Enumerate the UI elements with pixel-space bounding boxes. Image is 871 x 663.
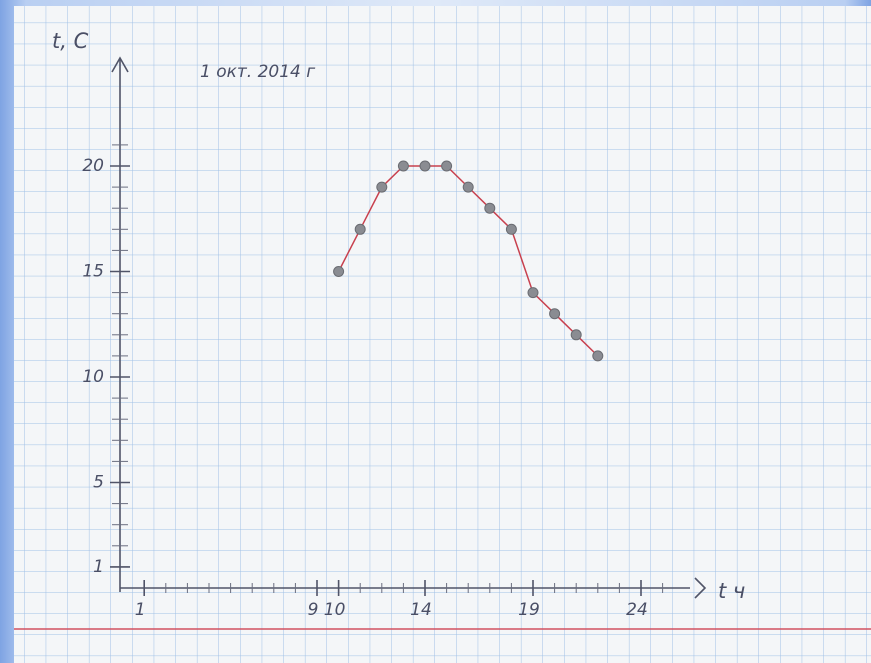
y-tick-label: 10 <box>82 367 104 387</box>
x-tick-label: 1 <box>135 600 146 620</box>
data-point <box>593 351 603 361</box>
y-tick-label: 5 <box>93 473 104 493</box>
data-point <box>571 330 581 340</box>
data-point <box>463 182 473 192</box>
y-tick-label: 15 <box>82 262 104 282</box>
y-tick-label: 1 <box>93 557 104 577</box>
x-tick-label: 19 <box>518 600 540 620</box>
data-point <box>528 288 538 298</box>
data-point <box>420 161 430 171</box>
data-point <box>334 267 344 277</box>
x-tick-label: 10 <box>324 600 346 620</box>
data-point <box>355 224 365 234</box>
chart-title: 1 окт. 2014 г <box>200 62 315 82</box>
x-tick-label: 14 <box>410 600 432 620</box>
data-point <box>377 182 387 192</box>
y-tick-label: 20 <box>82 156 104 176</box>
data-point <box>506 224 516 234</box>
paper-grid <box>14 6 871 663</box>
y-axis-label: t, C <box>52 29 89 53</box>
x-axis-label: t ч <box>718 579 745 603</box>
data-point <box>550 309 560 319</box>
data-point <box>398 161 408 171</box>
data-point <box>485 203 495 213</box>
x-tick-label: 9 <box>308 600 319 620</box>
data-point <box>442 161 452 171</box>
x-tick-label: 24 <box>626 600 648 620</box>
chart: 1 окт. 2014 г t, C t ч 15101520191014192… <box>0 0 871 663</box>
